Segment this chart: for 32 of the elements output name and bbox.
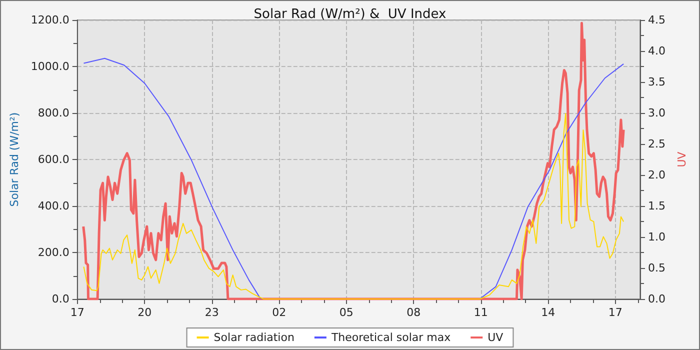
- y-axis-title: Solar Rad (W/m²): [8, 112, 21, 207]
- y2-tick-label: 0.5: [648, 262, 666, 274]
- x-tick-label: 17: [608, 306, 622, 319]
- legend-label: Theoretical solar max: [330, 331, 452, 344]
- y-tick-label: 0.0: [52, 292, 70, 306]
- y-tick-label: 1000.0: [30, 60, 70, 73]
- y2-tick-label: 2.0: [648, 168, 666, 182]
- legend-label: UV: [488, 331, 504, 344]
- x-tick-label: 05: [339, 306, 354, 319]
- x-tick-label: 11: [474, 306, 488, 319]
- y-tick-label: 200.0: [38, 246, 70, 259]
- y-tick-label: 600.0: [38, 153, 70, 166]
- y2-axis-title: UV: [675, 151, 688, 168]
- x-tick-label: 20: [138, 306, 152, 319]
- x-tick-label: 02: [272, 306, 286, 319]
- y2-tick-label: 3.5: [648, 76, 666, 88]
- y2-tick-label: 2.5: [648, 138, 666, 150]
- y2-tick-label: 0.0: [648, 292, 666, 306]
- x-tick-label: 17: [70, 306, 84, 319]
- x-tick-label: 08: [406, 306, 421, 319]
- y-tick-label: 400.0: [38, 200, 70, 212]
- y2-tick-label: 3.0: [648, 106, 666, 120]
- y-tick-label: 800.0: [38, 106, 70, 120]
- chart-title: Solar Rad (W/m²) & UV Index: [254, 7, 447, 22]
- y2-tick-label: 4.5: [648, 14, 666, 26]
- y-tick-label: 1200.0: [30, 14, 70, 26]
- legend-label: Solar radiation: [214, 331, 294, 344]
- y2-tick-label: 4.0: [648, 44, 666, 58]
- x-tick-label: 23: [204, 306, 219, 319]
- y2-tick-label: 1.0: [648, 230, 666, 244]
- x-tick-label: 14: [541, 306, 556, 319]
- y2-tick-label: 1.5: [648, 200, 666, 212]
